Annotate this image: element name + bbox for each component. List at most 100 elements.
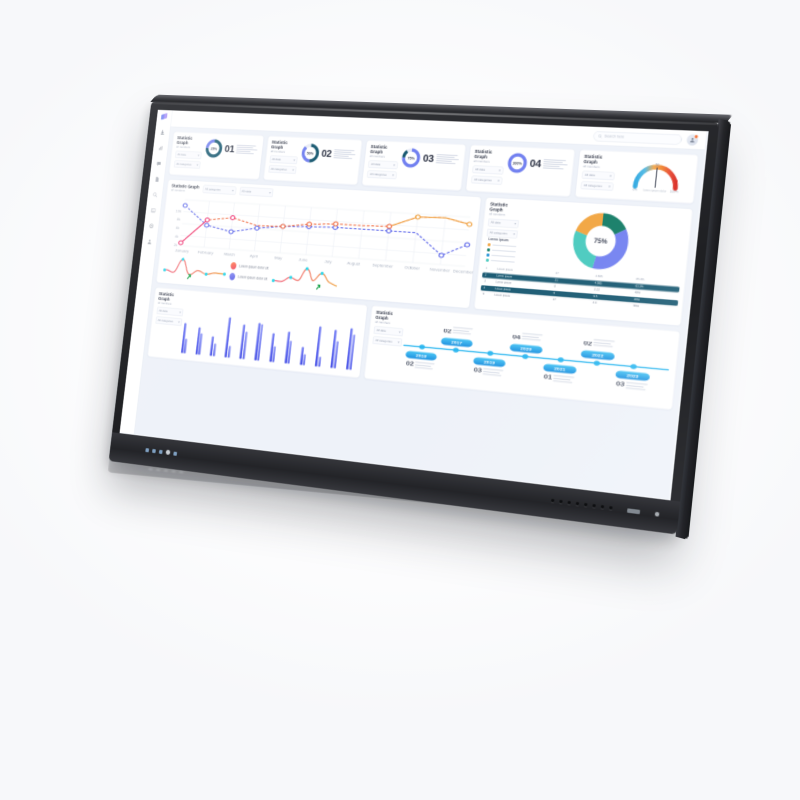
- bar-chart-card[interactable]: Statistic Graph all members All data All…: [147, 287, 368, 379]
- select-visits[interactable]: All visits: [239, 187, 274, 198]
- sidebar-item-media[interactable]: [149, 206, 157, 214]
- control-button-source[interactable]: [152, 448, 156, 453]
- sidebar-item-settings[interactable]: [147, 222, 155, 230]
- control-button-volume-down[interactable]: [158, 449, 163, 454]
- kpi-card[interactable]: Statistic Graph all members All data All…: [465, 144, 576, 198]
- select-category[interactable]: All categories: [367, 170, 397, 180]
- select-data[interactable]: All data: [581, 170, 615, 181]
- donut-slice-2: [579, 220, 623, 263]
- kpi-card[interactable]: Statistic Graph all members All data All…: [262, 135, 363, 186]
- timeline-step-above[interactable]: 2020 04: [509, 332, 545, 354]
- kpi-card[interactable]: Statistic Graph all members All data All…: [168, 131, 265, 180]
- line-chart-card[interactable]: Statistic Graph all members All categori…: [155, 179, 482, 309]
- timeline-step-below[interactable]: 2021 01: [542, 363, 577, 384]
- timeline-index: 01: [544, 374, 554, 381]
- control-button-menu[interactable]: [145, 447, 150, 452]
- chat-bubble-icon: [156, 161, 161, 166]
- sidebar-item-analytics[interactable]: [157, 144, 165, 152]
- legend-label: Lorem ipsum dolor sit: [490, 259, 515, 263]
- sidebar-item-search[interactable]: [151, 191, 159, 199]
- donut-card-header: Statistic Graph all members All data All…: [479, 198, 692, 279]
- control-buttons[interactable]: [145, 447, 178, 456]
- select-category[interactable]: All categories: [173, 160, 201, 169]
- cell: 48%: [634, 291, 641, 295]
- data-table[interactable]: 1 Lorem ipsum 27 4.865 65.3% 2: [475, 263, 685, 318]
- svg-text:September: September: [372, 262, 394, 268]
- legend-label: Lorem ipsum dolor sit: [491, 254, 516, 258]
- timeline-plot: 2017 02 2020 04: [394, 308, 680, 409]
- cell: 21: [554, 278, 559, 282]
- donut-chart-card[interactable]: Statistic Graph all members All data All…: [473, 197, 694, 327]
- timeline-step-below[interactable]: 2018 02: [404, 350, 438, 370]
- cell: 4: [483, 286, 486, 290]
- table-row[interactable]: 3 Lorem ipsum 9 3.15 48%: [481, 279, 678, 299]
- timeline-step-below[interactable]: 2019 03: [472, 357, 506, 377]
- sidebar-item-reports[interactable]: [153, 175, 161, 183]
- app-logo: [160, 113, 168, 120]
- timeline-card[interactable]: Statistic Graph all members All data All…: [363, 305, 681, 411]
- svg-text:June: June: [298, 257, 308, 262]
- document-icon: [155, 176, 159, 182]
- search-input[interactable]: Search here: [593, 130, 682, 145]
- select-category[interactable]: All categories: [202, 184, 237, 196]
- select-data[interactable]: All data: [174, 150, 202, 160]
- legend-item: Lorem ipsum dolor sit: [230, 261, 269, 272]
- search-icon: [598, 134, 602, 138]
- donut-graphic: 75%: [570, 211, 632, 272]
- select-category[interactable]: All categories: [580, 181, 614, 191]
- dashboard-app: Search here: [119, 109, 707, 500]
- progress-ring: 25%: [204, 139, 223, 159]
- select-data[interactable]: All data: [472, 165, 504, 175]
- select-category[interactable]: All categories: [486, 228, 519, 239]
- cell: 1: [485, 266, 488, 271]
- progress-ring: 75%: [401, 147, 422, 168]
- select-data[interactable]: All data: [269, 155, 298, 165]
- timeline-index: 04: [512, 334, 521, 341]
- card-subtitle: all members: [170, 188, 185, 193]
- select-data-label: All data: [271, 157, 281, 162]
- select-data[interactable]: All data: [373, 326, 404, 337]
- timeline-chip-label: 2019: [484, 360, 496, 366]
- timeline-step-above[interactable]: 2017 02: [440, 326, 475, 348]
- control-button-power[interactable]: [165, 449, 171, 456]
- select-category[interactable]: All categories: [268, 165, 297, 174]
- select-data-label: All data: [177, 153, 186, 157]
- bar-group: [269, 333, 277, 363]
- avatar[interactable]: [686, 133, 699, 146]
- select-category[interactable]: All categories: [372, 336, 403, 347]
- gauge-chart: 50 0% 100% lorem ipsum dolor: [616, 152, 698, 195]
- select-category-label: All categories: [176, 162, 192, 167]
- table-row[interactable]: 2 Lorem ipsum 21 4.985 63.3%: [482, 272, 680, 293]
- sidebar-item-messages[interactable]: [155, 159, 163, 167]
- bar-group: [346, 328, 356, 370]
- timeline-index: 02: [443, 328, 452, 335]
- gauge-card[interactable]: Statistic Graph all members All data All…: [574, 149, 699, 204]
- chart-bar-icon: [158, 145, 163, 150]
- select-category-label: All categories: [369, 172, 387, 177]
- sidebar-item-profile[interactable]: [146, 237, 154, 245]
- bar-group: [254, 322, 264, 361]
- select-category[interactable]: All categories: [471, 175, 503, 185]
- timeline-svg: 2017 02 2020 04: [397, 326, 676, 391]
- kpi-card[interactable]: Statistic Graph all members All data All…: [361, 139, 467, 192]
- select-data[interactable]: All data: [368, 160, 399, 170]
- select-data[interactable]: All data: [487, 218, 520, 228]
- timeline-step-below[interactable]: 2023 03: [614, 370, 651, 391]
- spark-marker: [163, 268, 167, 272]
- gauge-caption: lorem ipsum dolor: [643, 188, 667, 194]
- control-button-volume-up[interactable]: [173, 451, 178, 456]
- svg-text:6k: 6k: [175, 226, 179, 230]
- table-row[interactable]: 4 Lorem ipsum 5 9.5 40%: [480, 284, 679, 306]
- spark-marker: [289, 275, 293, 280]
- select-data-label: All data: [475, 167, 486, 172]
- table-row[interactable]: 5 Lorem ipsum 17 4.0 56%: [480, 291, 677, 312]
- timeline-chip-label: 2017: [451, 340, 463, 345]
- cell: Lorem ipsum: [495, 280, 512, 285]
- select-data-label: All data: [158, 309, 168, 313]
- cell: 56%: [633, 304, 640, 309]
- search-icon: [152, 191, 158, 197]
- sidebar-item-dashboard[interactable]: [159, 128, 167, 136]
- timeline-step-above[interactable]: 2022 02: [580, 338, 617, 361]
- gauge-max-label: 100%: [670, 189, 679, 194]
- interactive-flat-panel-display: Search here: [108, 94, 734, 541]
